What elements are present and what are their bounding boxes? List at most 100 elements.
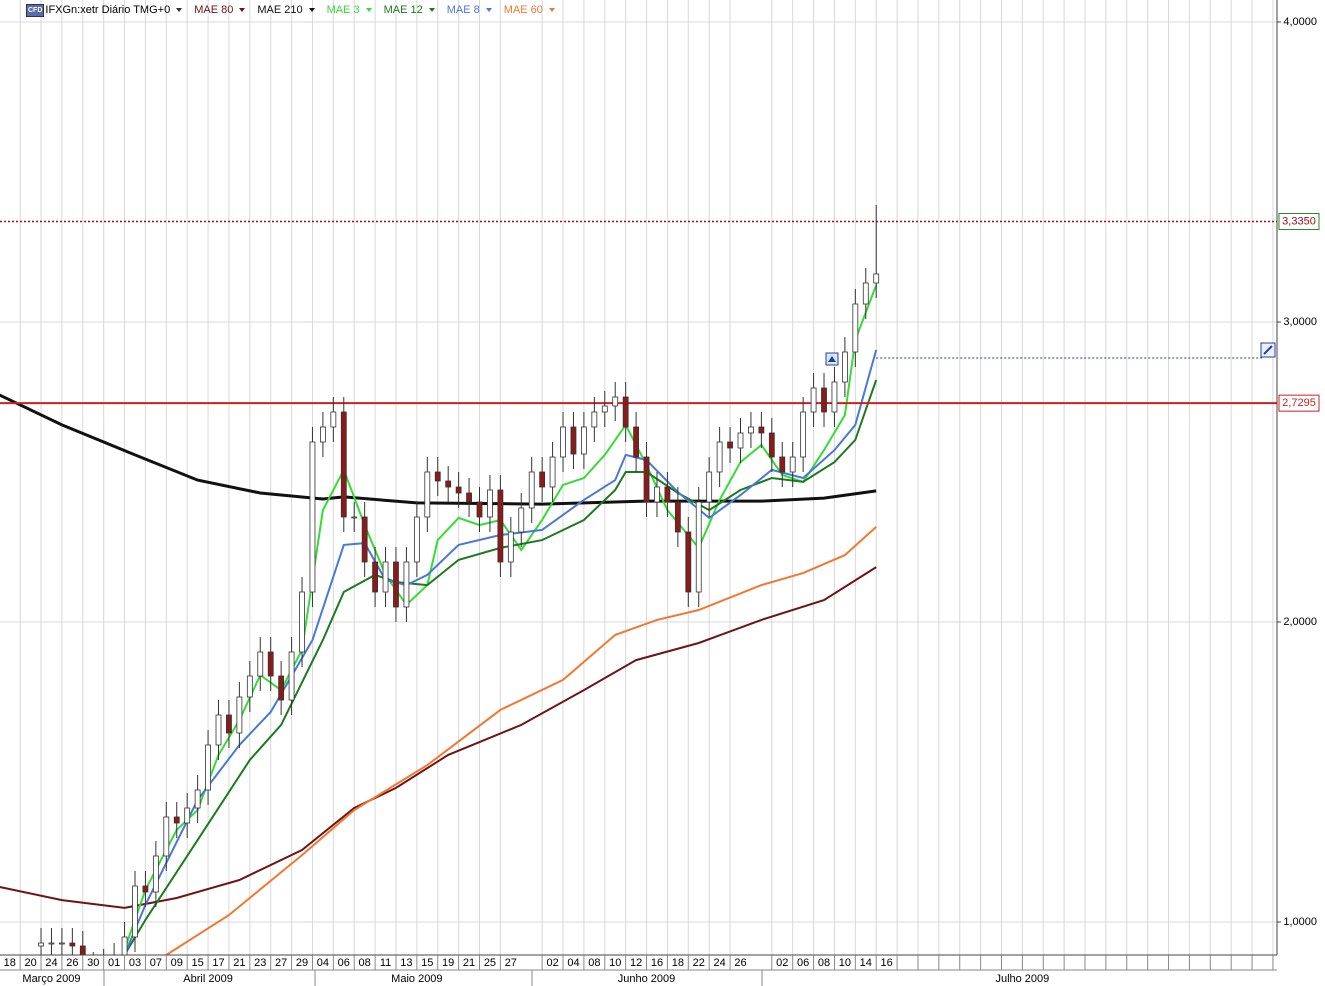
x-tick-label: 26	[734, 957, 746, 969]
candle-body	[654, 486, 660, 503]
candle-body	[612, 396, 619, 407]
candle-body	[570, 426, 577, 455]
x-tick-label: 09	[171, 957, 183, 969]
candle-body	[695, 501, 702, 593]
x-tick-label: 08	[588, 957, 600, 969]
x-tick-label: 18	[672, 957, 684, 969]
price-label-box	[1278, 212, 1320, 230]
x-tick-label: 27	[275, 957, 287, 969]
candle-body	[591, 411, 598, 428]
x-tick-label: 04	[567, 957, 579, 969]
candle-body	[257, 651, 264, 677]
candle-body	[706, 471, 713, 503]
candle-body	[497, 489, 504, 563]
x-tick-label: 06	[338, 957, 350, 969]
grid	[0, 0, 1277, 955]
legend-entry[interactable]: MAE 210	[257, 4, 315, 16]
legend-label: MAE 12	[383, 4, 423, 16]
candle-body	[633, 426, 639, 458]
moving-average-line	[123, 379, 878, 955]
candle-body	[382, 561, 389, 593]
legend-entry[interactable]: MAE 60	[504, 4, 555, 16]
candle-body	[236, 696, 243, 734]
candle-body	[351, 516, 358, 519]
legend-label: MAE 210	[257, 4, 303, 16]
candle-body	[539, 471, 546, 488]
candle-body	[674, 501, 681, 533]
candle-body	[664, 486, 671, 503]
x-tick-label: 17	[212, 957, 224, 969]
candle-body	[622, 396, 629, 428]
candle-body	[779, 456, 786, 473]
candle-body	[288, 651, 295, 701]
candle-body	[173, 816, 180, 824]
candle-body	[59, 942, 65, 945]
candle-body	[424, 471, 431, 518]
dropdown-arrow	[428, 8, 435, 12]
candle-body	[727, 441, 733, 449]
candle-body	[873, 273, 880, 284]
candle-body	[862, 282, 869, 305]
candle-body	[601, 405, 608, 413]
x-tick-label: 23	[254, 957, 266, 969]
x-tick-label: 07	[150, 957, 162, 969]
x-tick-label: 19	[442, 957, 454, 969]
y-tick-label: 3,0000	[1283, 316, 1317, 328]
candle-body	[758, 426, 765, 434]
legend-label: MAE 80	[194, 4, 234, 16]
dropdown-arrow	[239, 8, 246, 12]
x-tick-label: 22	[693, 957, 705, 969]
x-tick-label: 04	[317, 957, 329, 969]
candle-body	[361, 516, 368, 563]
legend-label: MAE 3	[326, 4, 360, 16]
candle-body	[455, 486, 462, 494]
legend-entry[interactable]: MAE 80	[194, 4, 246, 16]
candle-body	[789, 456, 796, 473]
alert-icon	[828, 356, 836, 362]
candle-body	[841, 351, 848, 383]
legend-entry[interactable]: MAE 12	[384, 4, 435, 16]
candle-body	[643, 456, 650, 503]
x-tick-label: 15	[421, 957, 433, 969]
legend: CFD IFXGn:xetr Diário TMG+0 MAE 80 MAE 21…	[26, 2, 567, 18]
candle-body	[152, 855, 159, 893]
dropdown-arrow	[176, 8, 183, 12]
x-tick-label: 01	[108, 957, 120, 969]
alert-edit-icon	[1263, 345, 1273, 355]
candle-body	[852, 303, 859, 353]
candle-body	[372, 561, 379, 593]
month-label: Junho 2009	[618, 973, 676, 985]
x-tick-label: 15	[192, 957, 204, 969]
candle-body	[580, 426, 587, 455]
x-tick-label: 12	[630, 957, 642, 969]
month-label: Abril 2009	[183, 973, 233, 985]
cfd-badge: CFD	[26, 3, 45, 17]
price-label-box	[1278, 394, 1320, 412]
symbol-entry[interactable]: IFXGn:xetr Diário TMG+0	[45, 4, 183, 16]
x-tick-label: 16	[881, 957, 893, 969]
candle-body	[560, 426, 566, 458]
y-tick-label: 2,0000	[1283, 616, 1317, 628]
candle-body	[685, 531, 692, 593]
axes: 1,0000 2,0000 3,0000 4,0000 18 20 24 26 30 01 03 07…	[4, 16, 1320, 985]
candle-body	[226, 714, 232, 734]
candle-body	[800, 411, 807, 458]
x-tick-label: 29	[296, 957, 308, 969]
candle-body	[748, 426, 754, 434]
legend-entry[interactable]: MAE 3	[327, 4, 372, 16]
candle-body	[132, 885, 138, 938]
candle-body	[184, 807, 191, 824]
x-tick-label: 08	[818, 957, 830, 969]
symbol-title: IFXGn:xetr Diário TMG+0	[45, 4, 171, 16]
moving-average-line	[165, 526, 877, 955]
x-tick-label: 13	[400, 957, 412, 969]
candle-body	[821, 387, 827, 413]
candle-body	[299, 591, 305, 653]
legend-entry[interactable]: MAE 8	[447, 4, 492, 16]
x-tick-label: 02	[546, 957, 558, 969]
moving-average-line	[0, 566, 877, 909]
x-tick-label: 18	[4, 957, 16, 969]
